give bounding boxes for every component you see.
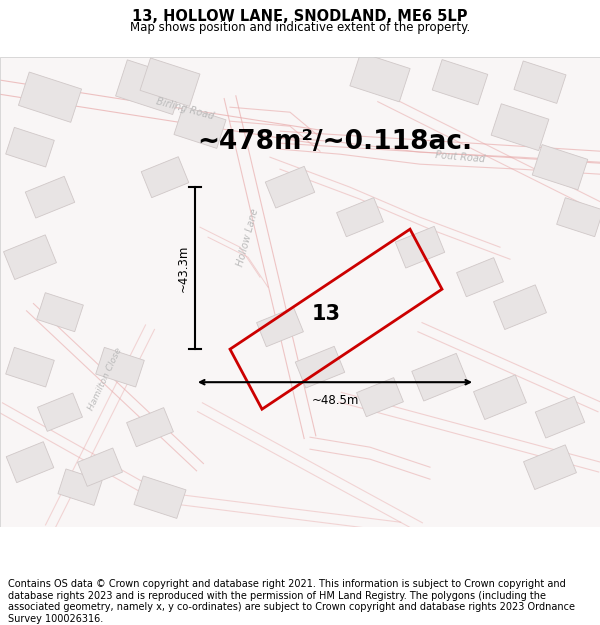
Polygon shape — [473, 375, 526, 419]
Polygon shape — [6, 348, 54, 387]
Polygon shape — [25, 176, 75, 218]
Polygon shape — [116, 60, 184, 114]
Polygon shape — [140, 58, 200, 106]
Polygon shape — [96, 348, 144, 387]
Polygon shape — [491, 104, 549, 151]
Text: Map shows position and indicative extent of the property.: Map shows position and indicative extent… — [130, 21, 470, 34]
Text: ~478m²/~0.118ac.: ~478m²/~0.118ac. — [197, 129, 473, 155]
Text: ~48.5m: ~48.5m — [311, 394, 359, 407]
Polygon shape — [38, 393, 82, 431]
Polygon shape — [134, 476, 186, 518]
Polygon shape — [127, 408, 173, 447]
Polygon shape — [77, 448, 122, 486]
Polygon shape — [37, 292, 83, 332]
Polygon shape — [6, 127, 54, 167]
Text: 13: 13 — [311, 304, 341, 324]
Text: ~43.3m: ~43.3m — [176, 244, 190, 292]
Polygon shape — [257, 308, 304, 347]
Polygon shape — [295, 346, 345, 388]
Polygon shape — [557, 198, 600, 237]
Text: Hamilton Close: Hamilton Close — [86, 346, 124, 412]
Polygon shape — [58, 469, 102, 506]
Text: Contains OS data © Crown copyright and database right 2021. This information is : Contains OS data © Crown copyright and d… — [8, 579, 575, 624]
Text: 13, HOLLOW LANE, SNODLAND, ME6 5LP: 13, HOLLOW LANE, SNODLAND, ME6 5LP — [132, 9, 468, 24]
Polygon shape — [494, 285, 547, 329]
Polygon shape — [174, 106, 226, 148]
Polygon shape — [19, 72, 82, 122]
Polygon shape — [265, 166, 315, 208]
Polygon shape — [356, 378, 403, 417]
Polygon shape — [337, 198, 383, 237]
Polygon shape — [532, 144, 588, 190]
Polygon shape — [350, 52, 410, 102]
Text: Pout Road: Pout Road — [434, 150, 485, 164]
Text: Birling Road: Birling Road — [155, 97, 215, 122]
Polygon shape — [457, 258, 503, 297]
Polygon shape — [514, 61, 566, 103]
Text: Hollow Lane: Hollow Lane — [235, 207, 260, 268]
Polygon shape — [412, 353, 468, 401]
Polygon shape — [535, 396, 585, 438]
Polygon shape — [395, 226, 445, 268]
Polygon shape — [141, 157, 189, 198]
Polygon shape — [6, 442, 54, 483]
Polygon shape — [524, 445, 577, 489]
Polygon shape — [4, 235, 56, 279]
Polygon shape — [432, 59, 488, 105]
